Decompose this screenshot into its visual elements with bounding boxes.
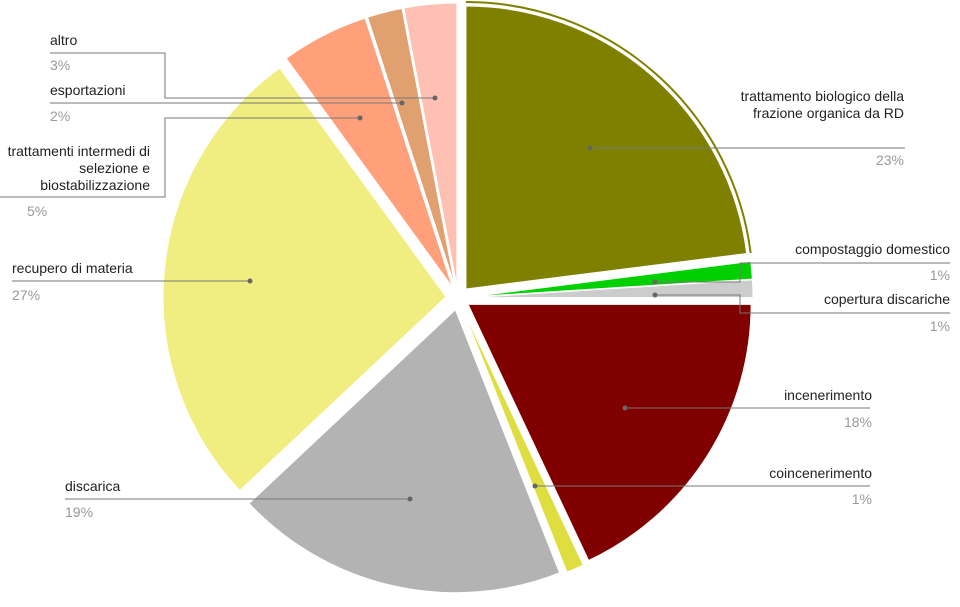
slice-label: trattamento biologico della frazione org… <box>740 88 904 121</box>
pie-slice <box>366 7 456 287</box>
leader-line <box>0 117 360 198</box>
slice-highlight <box>465 1 752 254</box>
percent-label: 1% <box>851 491 872 507</box>
leader-dot <box>622 405 628 411</box>
pie-slice <box>469 279 754 299</box>
slice-label: recupero di materia <box>12 260 133 276</box>
percent-label: 27% <box>12 287 41 303</box>
leader-line <box>655 262 950 283</box>
leader-dot <box>399 100 405 106</box>
percent-label: 5% <box>27 203 48 219</box>
leader-dot <box>587 145 593 151</box>
percent-label: 18% <box>843 414 872 430</box>
percent-label: 1% <box>929 318 950 334</box>
percent-label: 1% <box>929 267 950 283</box>
pie-slice <box>462 308 584 573</box>
pie-slice <box>465 5 748 290</box>
percent-label: 23% <box>875 152 904 168</box>
percent-label: 19% <box>65 504 94 520</box>
percent-label: 2% <box>50 108 71 124</box>
pie-slice <box>285 17 454 288</box>
slice-label: altro <box>50 32 78 48</box>
pie-slice <box>469 260 753 298</box>
leader-dot <box>652 292 658 298</box>
leader-dot <box>652 279 658 285</box>
pie-slice <box>162 67 447 492</box>
slice-label: esportazioni <box>50 82 126 98</box>
percent-label: 3% <box>50 57 71 73</box>
slice-label: coincenerimento <box>769 465 872 481</box>
leader-line <box>655 294 950 314</box>
leader-dot <box>247 278 253 284</box>
slice-label: discarica <box>65 478 121 494</box>
slice-label: copertura discariche <box>823 291 950 307</box>
pie-slice <box>467 303 752 562</box>
pie-slice <box>248 308 561 594</box>
leader-dot <box>407 496 413 502</box>
leader-dot <box>532 483 538 489</box>
leader-line <box>50 52 435 99</box>
leader-dot <box>432 95 438 101</box>
slice-label: incenerimento <box>784 387 872 403</box>
slice-label: compostaggio domestico <box>795 241 950 257</box>
slice-label: trattamenti intermedi di selezione e bio… <box>7 143 150 193</box>
pie-slice <box>403 2 458 287</box>
leader-dot <box>357 115 363 121</box>
